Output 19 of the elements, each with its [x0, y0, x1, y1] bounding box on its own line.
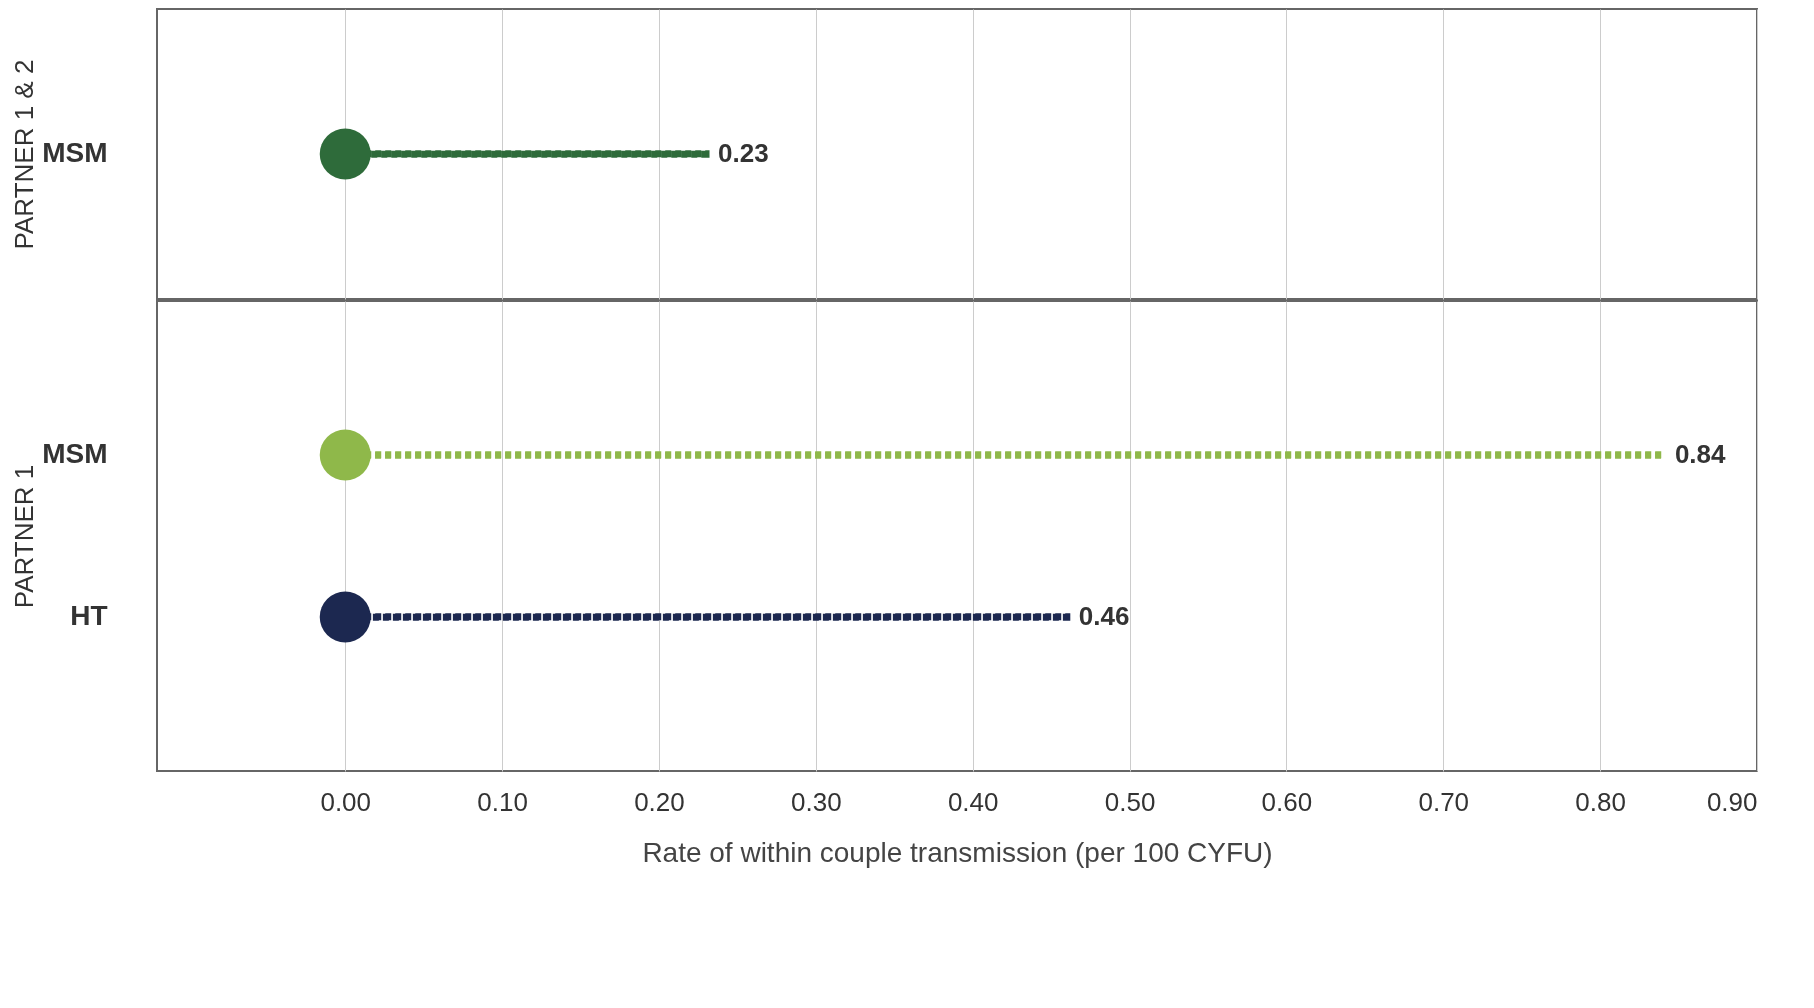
x-tick-label: 0.20: [634, 786, 685, 817]
y-tick-label: MSM: [42, 137, 108, 168]
y-axis-title: PARTNER 1: [9, 464, 40, 609]
x-tick-label: 0.00: [320, 786, 372, 817]
data-label: 0.46: [1078, 601, 1130, 632]
y-tick-label: MSM: [42, 437, 108, 469]
data-label: 0.23: [718, 138, 769, 168]
x-tick-label: 0.60: [1261, 786, 1313, 817]
y-axis-title: PARTNER 1 & 2: [9, 59, 40, 250]
x-tick-label: 0.80: [1575, 786, 1626, 817]
x-tick-label: 0.30: [791, 786, 842, 817]
x-tick-label: 0.40: [947, 786, 999, 817]
x-tick-label: 0.70: [1418, 786, 1470, 817]
x-axis-title: Rate of within couple transmission (per 100 CYFU): [642, 836, 1273, 868]
data-label: 0.84: [1674, 438, 1727, 469]
y-tick-label: HT: [70, 600, 108, 632]
x-tick-label: 0.10: [477, 786, 528, 817]
x-tick-label: 0.50: [1104, 786, 1156, 817]
x-tick-label: 0.90: [1706, 786, 1758, 817]
